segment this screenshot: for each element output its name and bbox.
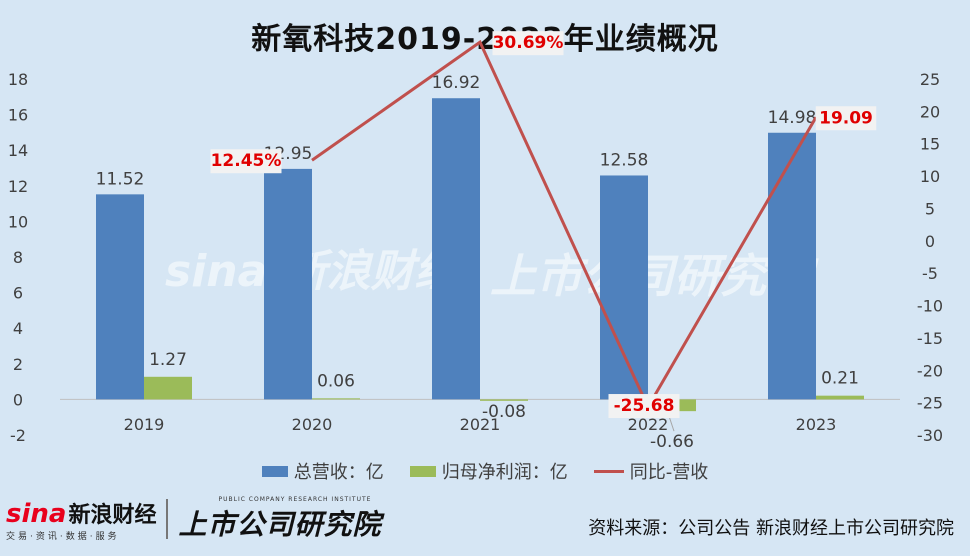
y-left-tick-label: 18: [8, 70, 28, 89]
legend-item-profit: 归母净利润：亿: [409, 458, 568, 484]
legend-item-revenue: 总营收：亿: [261, 458, 384, 484]
yoy-line: [311, 39, 818, 411]
x-tick-label: 2023: [796, 415, 837, 434]
y-right-tick-label: 15: [920, 135, 940, 154]
legend-label-yoy: 同比-营收: [629, 462, 709, 483]
footer-logos: sina 新浪财经 交易·资讯·数据·服务 PUBLIC COMPANY RES…: [6, 494, 381, 544]
sina-logo-cn: 新浪财经: [68, 502, 157, 528]
y-left-tick-label: 12: [8, 177, 28, 196]
y-right-tick-label: 20: [920, 102, 940, 121]
x-tick-label: 2022: [628, 415, 669, 434]
profit-data-label: 0.06: [317, 371, 355, 391]
legend-label-profit: 归母净利润：亿: [441, 462, 568, 483]
revenue-bar: [432, 98, 480, 400]
y-left-tick-label: 10: [8, 212, 28, 231]
x-tick-label: 2019: [124, 415, 165, 434]
y-left-tick-label: 2: [13, 355, 23, 374]
revenue-data-label: 16.92: [432, 73, 481, 93]
profit-data-label: -0.08: [482, 402, 526, 422]
sina-finance-logo: sina 新浪财经 交易·资讯·数据·服务: [6, 497, 156, 542]
yoy-label-box: [815, 106, 877, 131]
y-left-tick-label: 0: [13, 390, 23, 409]
y-right-tick-label: 25: [920, 70, 940, 89]
legend-swatch-yoy: [593, 469, 624, 473]
yoy-label-box: [608, 394, 680, 419]
revenue-bar: [96, 194, 144, 400]
y-left-tick-label: 4: [13, 319, 23, 338]
source-note: 资料来源：公司公告 新浪财经上市公司研究院: [588, 518, 954, 539]
y-right-tick-label: 10: [920, 167, 940, 186]
revenue-bar: [600, 175, 648, 400]
sina-logo-tagline: 交易·资讯·数据·服务: [6, 531, 120, 542]
profit-data-label: 1.27: [149, 350, 187, 370]
legend-swatch-revenue: [261, 465, 288, 477]
y-right-tick-label: -5: [922, 264, 938, 283]
y-left-tick-label: 6: [13, 284, 23, 303]
y-left-tick-label: 8: [13, 248, 23, 267]
legend: 总营收：亿 归母净利润：亿 同比-营收: [0, 458, 970, 484]
profit-data-label: 0.21: [821, 369, 859, 389]
legend-label-revenue: 总营收：亿: [293, 462, 384, 483]
profit-data-label: -0.66: [650, 432, 694, 452]
y-left-tick-label: 16: [8, 106, 28, 125]
profit-bar: [480, 399, 528, 401]
y-right-tick-label: 0: [925, 232, 935, 251]
y-right-tick-label: -10: [917, 297, 943, 316]
legend-swatch-profit: [409, 465, 436, 477]
research-logo-en: PUBLIC COMPANY RESEARCH INSTITUTE: [218, 495, 372, 503]
research-institute-logo: PUBLIC COMPANY RESEARCH INSTITUTE 上市公司研究…: [178, 496, 381, 543]
y-right-tick-label: -20: [917, 361, 943, 380]
revenue-data-label: 14.98: [768, 108, 817, 128]
yoy-label-box: [210, 149, 282, 174]
revenue-data-label: 11.52: [96, 169, 145, 189]
yoy-data-label: 30.69%: [493, 33, 564, 53]
y-right-tick-label: -25: [917, 394, 943, 413]
revenue-data-label: 12.58: [600, 150, 649, 170]
research-logo-cn: 上市公司研究院: [178, 507, 382, 541]
x-tick-label: 2020: [292, 415, 333, 434]
profit-bar: [144, 376, 192, 400]
y-right-tick-label: -15: [917, 329, 943, 348]
revenue-bar: [768, 132, 816, 400]
profit-bar: [816, 395, 864, 400]
x-tick-label: 2021: [460, 415, 501, 434]
y-left-tick-label: 14: [8, 141, 28, 160]
yoy-data-label: 12.45%: [211, 151, 282, 171]
y-right-tick-label: 5: [925, 199, 935, 218]
y-left-tick-label: -2: [10, 426, 26, 445]
yoy-data-label: 19.09: [819, 108, 873, 128]
legend-item-yoy: 同比-营收: [593, 458, 709, 484]
yoy-label-box: [492, 31, 564, 56]
sina-logo-word: sina: [6, 498, 67, 529]
profit-bar: [312, 398, 360, 400]
y-right-tick-label: -30: [917, 426, 943, 445]
revenue-bar: [264, 168, 312, 400]
logo-divider: [166, 499, 169, 539]
yoy-data-label: -25.68: [614, 396, 675, 416]
